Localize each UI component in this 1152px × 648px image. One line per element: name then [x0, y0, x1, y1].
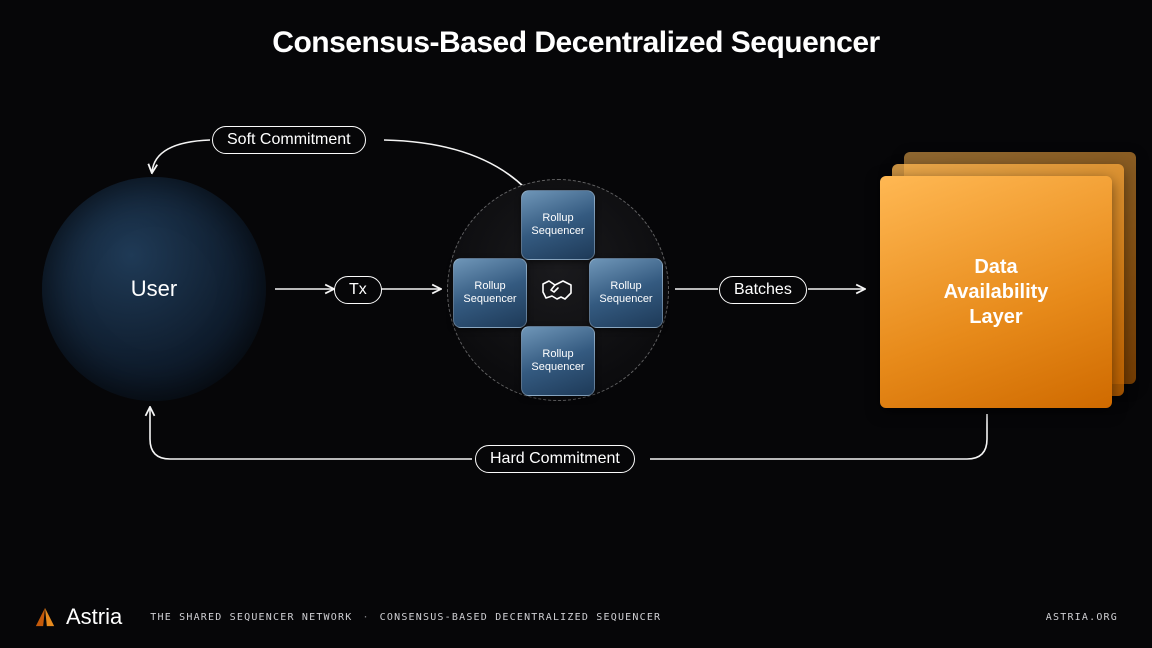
label-batches: Batches — [719, 276, 807, 304]
node-data-availability-layer: DataAvailabilityLayer — [880, 176, 1112, 408]
edge-hard-right — [650, 414, 987, 459]
node-user: User — [42, 177, 266, 401]
pill-text: Hard Commitment — [490, 450, 620, 468]
dal-card-front: DataAvailabilityLayer — [880, 176, 1112, 408]
edge-soft-left — [152, 140, 210, 172]
footer-separator: · — [362, 612, 369, 623]
footer: Astria THE SHARED SEQUENCER NETWORK · CO… — [34, 604, 1118, 630]
label-hard-commitment: Hard Commitment — [475, 445, 635, 473]
diagram-stage: Consensus-Based Decentralized Sequencer … — [0, 0, 1152, 648]
seq-label: RollupSequencer — [599, 280, 652, 305]
pill-text: Soft Commitment — [227, 131, 351, 149]
footer-subtitle: CONSENSUS-BASED DECENTRALIZED SEQUENCER — [380, 612, 662, 623]
pill-text: Tx — [349, 281, 367, 299]
footer-tagline: THE SHARED SEQUENCER NETWORK — [150, 612, 352, 623]
brand-logo-icon — [34, 606, 56, 628]
dal-label: DataAvailabilityLayer — [944, 255, 1049, 330]
page-title: Consensus-Based Decentralized Sequencer — [0, 26, 1152, 60]
node-rollup-sequencer-left: RollupSequencer — [453, 258, 527, 328]
seq-label: RollupSequencer — [531, 212, 584, 237]
edge-hard-left — [150, 408, 472, 459]
label-tx: Tx — [334, 276, 382, 304]
brand: Astria — [34, 604, 122, 630]
seq-label: RollupSequencer — [531, 348, 584, 373]
handshake-icon — [537, 271, 577, 311]
footer-url: ASTRIA.ORG — [1046, 612, 1118, 623]
brand-name: Astria — [66, 604, 122, 630]
seq-label: RollupSequencer — [463, 280, 516, 305]
node-rollup-sequencer-top: RollupSequencer — [521, 190, 595, 260]
node-rollup-sequencer-right: RollupSequencer — [589, 258, 663, 328]
node-rollup-sequencer-bottom: RollupSequencer — [521, 326, 595, 396]
label-soft-commitment: Soft Commitment — [212, 126, 366, 154]
pill-text: Batches — [734, 281, 792, 299]
node-user-label: User — [131, 276, 177, 302]
edge-soft-right — [384, 140, 525, 188]
